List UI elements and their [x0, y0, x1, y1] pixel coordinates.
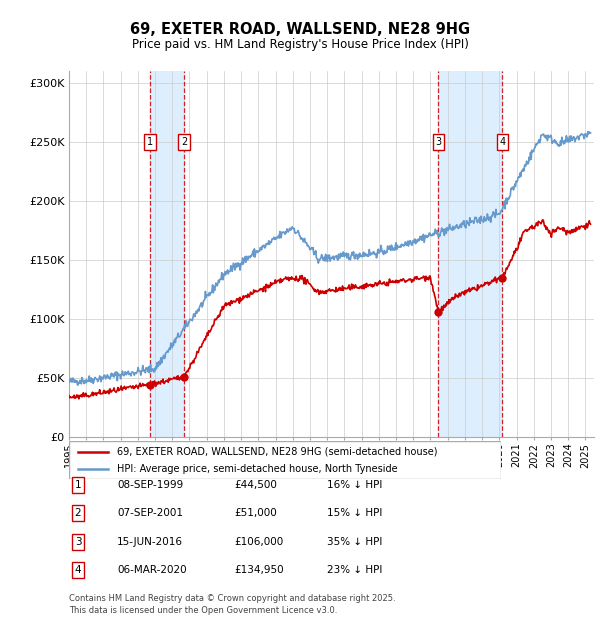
- FancyBboxPatch shape: [69, 441, 501, 479]
- Text: 06-MAR-2020: 06-MAR-2020: [117, 565, 187, 575]
- Text: HPI: Average price, semi-detached house, North Tyneside: HPI: Average price, semi-detached house,…: [116, 464, 397, 474]
- Text: 08-SEP-1999: 08-SEP-1999: [117, 480, 183, 490]
- Text: 69, EXETER ROAD, WALLSEND, NE28 9HG: 69, EXETER ROAD, WALLSEND, NE28 9HG: [130, 22, 470, 37]
- Bar: [150, 71, 184, 437]
- Text: 1: 1: [146, 137, 153, 147]
- Text: 4: 4: [74, 565, 82, 575]
- Text: 23% ↓ HPI: 23% ↓ HPI: [327, 565, 382, 575]
- Text: 1: 1: [74, 480, 82, 490]
- Text: 3: 3: [436, 137, 442, 147]
- Text: £134,950: £134,950: [234, 565, 284, 575]
- Text: 4: 4: [499, 137, 505, 147]
- Text: 35% ↓ HPI: 35% ↓ HPI: [327, 537, 382, 547]
- Text: 69, EXETER ROAD, WALLSEND, NE28 9HG (semi-detached house): 69, EXETER ROAD, WALLSEND, NE28 9HG (sem…: [116, 447, 437, 457]
- Text: 2: 2: [74, 508, 82, 518]
- Bar: [439, 71, 502, 437]
- Text: 3: 3: [74, 537, 82, 547]
- Text: £44,500: £44,500: [234, 480, 277, 490]
- Text: £106,000: £106,000: [234, 537, 283, 547]
- Text: 15-JUN-2016: 15-JUN-2016: [117, 537, 183, 547]
- Text: 16% ↓ HPI: 16% ↓ HPI: [327, 480, 382, 490]
- Text: 15% ↓ HPI: 15% ↓ HPI: [327, 508, 382, 518]
- Text: 2: 2: [181, 137, 187, 147]
- Text: £51,000: £51,000: [234, 508, 277, 518]
- Text: 07-SEP-2001: 07-SEP-2001: [117, 508, 183, 518]
- Text: Price paid vs. HM Land Registry's House Price Index (HPI): Price paid vs. HM Land Registry's House …: [131, 38, 469, 51]
- Text: Contains HM Land Registry data © Crown copyright and database right 2025.
This d: Contains HM Land Registry data © Crown c…: [69, 594, 395, 615]
